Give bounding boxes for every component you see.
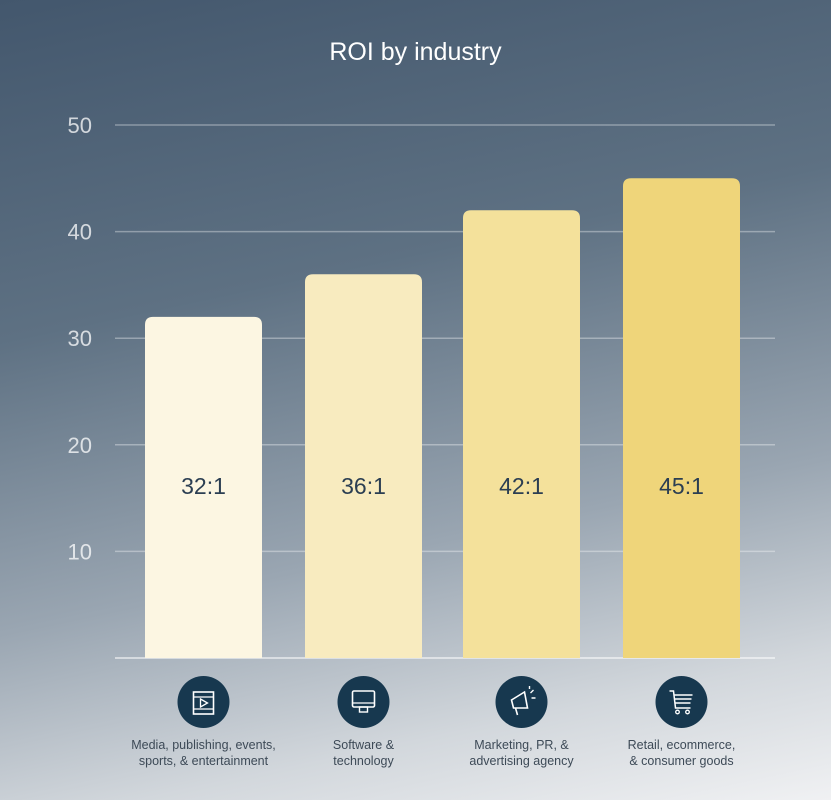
x-category-label: advertising agency — [469, 754, 574, 768]
bar — [145, 316, 262, 658]
y-tick-label: 30 — [68, 326, 92, 351]
monitor-icon — [351, 690, 376, 713]
icon-background — [495, 676, 548, 728]
megaphone-icon — [510, 686, 536, 716]
x-category-label: sports, & entertainment — [139, 754, 269, 768]
x-category-label: & consumer goods — [629, 754, 733, 768]
x-category-label: Marketing, PR, & — [474, 738, 569, 752]
chart-title: ROI by industry — [329, 38, 502, 66]
x-category-label: technology — [333, 754, 394, 768]
y-tick-label: 50 — [68, 113, 92, 138]
x-category-label: Media, publishing, events, — [131, 738, 276, 752]
data-label: 36:1 — [341, 473, 386, 499]
y-tick-label: 10 — [68, 539, 92, 564]
data-label: 42:1 — [499, 473, 544, 499]
shopping-cart-icon — [669, 690, 693, 715]
data-label: 45:1 — [659, 473, 704, 499]
x-category-label: Retail, ecommerce, — [628, 738, 736, 752]
y-tick-label: 40 — [68, 220, 92, 245]
bar — [623, 178, 740, 659]
x-category-label: Software & — [333, 738, 395, 752]
film-icon — [192, 691, 215, 715]
icon-background — [177, 676, 230, 728]
bar — [463, 210, 580, 658]
data-label: 32:1 — [181, 473, 226, 499]
y-tick-label: 20 — [68, 433, 92, 458]
icon-background — [655, 676, 708, 728]
bar — [305, 274, 422, 658]
icon-background — [337, 676, 390, 728]
